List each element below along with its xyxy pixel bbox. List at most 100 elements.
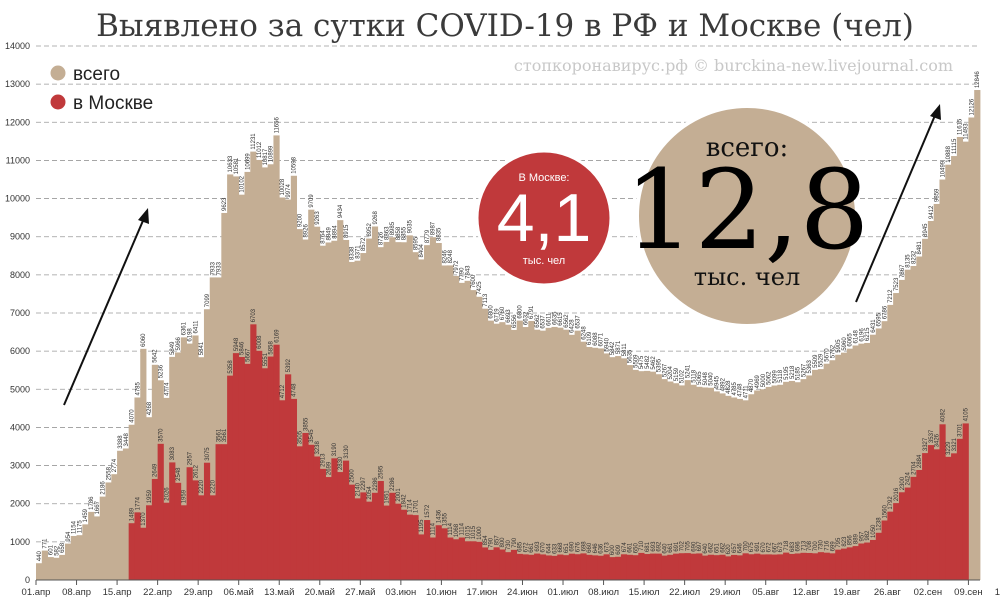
- chart-title: Выявлено за сутки COVID-19 в РФ и Москве…: [96, 8, 914, 44]
- bar-moscow: [927, 445, 935, 580]
- data-label-moscow: 1050: [871, 524, 877, 538]
- data-label-total: 5241: [686, 364, 692, 378]
- data-label-total: 5102: [680, 369, 686, 383]
- bar-moscow: [846, 547, 853, 580]
- data-label-total: 11493: [964, 123, 970, 140]
- data-label-moscow: 718: [784, 540, 790, 551]
- bar-moscow: [626, 554, 633, 580]
- x-tick-label: 15.апр: [103, 587, 132, 598]
- data-label-total: 8894: [332, 225, 338, 239]
- data-label-total: 5871: [616, 340, 622, 354]
- data-label-total: 11615: [958, 118, 964, 135]
- bar-moscow: [678, 553, 686, 580]
- bar-total: [452, 275, 460, 580]
- bar-moscow: [661, 555, 668, 580]
- x-tick-label: 16.сен: [995, 587, 1000, 598]
- data-label-moscow: 790: [512, 537, 518, 548]
- data-label-moscow: 698: [581, 541, 587, 552]
- bar-total: [47, 557, 54, 580]
- bar-total: [435, 243, 442, 580]
- data-label-moscow: 3537: [929, 429, 935, 443]
- data-label-moscow: 1370: [141, 512, 147, 526]
- data-label-moscow: 2913: [321, 453, 327, 467]
- bar-total: [308, 209, 315, 580]
- data-label-moscow: 662: [720, 542, 726, 553]
- bar-total: [539, 330, 547, 580]
- bar-moscow: [841, 548, 848, 580]
- data-label-moscow: 651: [714, 542, 720, 553]
- data-label-moscow: 609: [616, 544, 622, 555]
- data-label-moscow: 2424: [906, 472, 912, 486]
- bar-moscow: [898, 492, 906, 580]
- bar-total: [945, 164, 952, 581]
- legend-marker-total: [50, 65, 66, 81]
- bar-moscow: [812, 553, 819, 580]
- x-tick-label: 01.апр: [22, 587, 51, 598]
- bar-moscow: [256, 350, 263, 580]
- y-tick-label: 7000: [10, 308, 30, 318]
- bar-moscow: [395, 503, 402, 580]
- y-tick-label: 3000: [10, 461, 30, 471]
- data-label-moscow: 2140: [355, 482, 361, 496]
- bar-moscow: [875, 532, 882, 580]
- bar-total: [493, 323, 500, 580]
- data-label-moscow: 6008: [257, 335, 263, 349]
- data-label-moscow: 691: [674, 541, 680, 552]
- data-label-total: 8863: [384, 226, 390, 240]
- x-tick-label: 10.июн: [426, 587, 457, 598]
- bar-moscow: [389, 492, 396, 580]
- trend-arrows: [63, 104, 941, 406]
- data-label-moscow: 673: [604, 542, 610, 553]
- bar-total: [163, 397, 170, 580]
- bar-total: [644, 370, 651, 580]
- data-label-total: 7933: [216, 261, 222, 275]
- data-label-total: 8952: [367, 223, 373, 237]
- data-label-total: 1667: [95, 500, 101, 514]
- data-label-moscow: 1114: [448, 522, 454, 535]
- data-label-moscow: 2957: [187, 451, 193, 465]
- data-label-moscow: 2286: [373, 477, 379, 491]
- bar-total: [395, 242, 402, 581]
- bar-total: [922, 238, 929, 581]
- data-label-total: 6215: [865, 327, 871, 341]
- bar-total: [777, 384, 784, 580]
- bar-moscow: [904, 487, 911, 580]
- data-label-moscow: 700: [813, 541, 819, 552]
- bar-moscow: [360, 492, 367, 580]
- bar-total: [864, 342, 871, 580]
- data-label-total: 4268: [147, 401, 153, 415]
- data-label-total: 6562: [564, 314, 570, 328]
- bar-moscow: [215, 444, 222, 580]
- bar-total: [534, 329, 541, 580]
- legend: всего в Москве: [50, 64, 153, 114]
- y-tick-label: 0: [25, 575, 30, 585]
- moscow-callout: В Москве: 4,1 тыс. чел: [475, 149, 613, 287]
- bar-moscow: [956, 438, 964, 580]
- bar-moscow: [574, 554, 581, 580]
- data-label-moscow: 3561: [216, 428, 222, 442]
- bar-moscow: [829, 553, 836, 580]
- data-label-total: 9263: [315, 211, 321, 225]
- bar-total: [835, 354, 842, 580]
- data-label-moscow: 730: [506, 539, 512, 550]
- data-label-total: 8858: [396, 226, 402, 240]
- data-label-total: 11012: [257, 141, 263, 158]
- bar-total: [939, 179, 946, 580]
- data-label-total: 5966: [176, 336, 182, 350]
- data-label-moscow: 5392: [286, 358, 292, 372]
- data-label-moscow: 1015: [465, 525, 471, 539]
- data-label-total: 8338: [350, 246, 356, 260]
- bar-total: [748, 394, 755, 580]
- data-label-moscow: 3238: [315, 440, 321, 454]
- bar-moscow: [545, 555, 552, 580]
- data-label-moscow: 697: [697, 541, 703, 552]
- bar-total: [424, 245, 431, 580]
- data-label-moscow: 4712: [280, 384, 286, 398]
- data-label-moscow: 2220: [199, 479, 205, 493]
- x-tick-label: 19.авг: [833, 587, 861, 598]
- bar-total: [817, 369, 825, 580]
- data-label-total: 7113: [483, 293, 489, 307]
- data-label-total: 4785: [135, 381, 141, 395]
- data-label-moscow: 5358: [228, 360, 234, 374]
- bar-moscow: [609, 557, 616, 580]
